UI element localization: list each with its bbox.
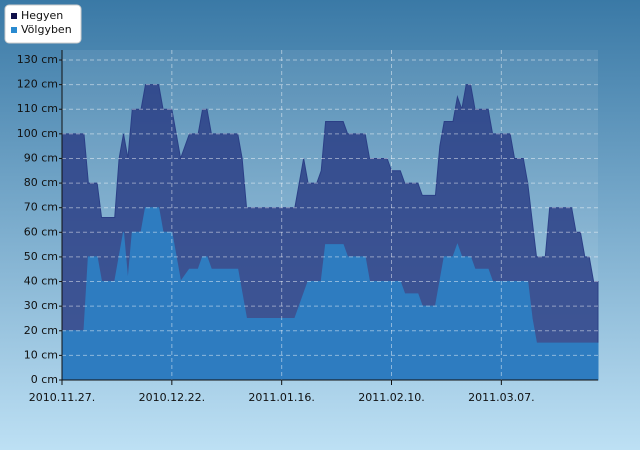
y-tick-label: 110 cm	[17, 102, 58, 115]
legend-swatch	[11, 27, 17, 33]
legend-label: Hegyen	[21, 9, 63, 22]
y-tick-label: 80 cm	[24, 176, 58, 189]
area	[61, 207, 599, 381]
y-tick-label: 50 cm	[24, 250, 58, 263]
x-tick-label: 2011.03.07.	[468, 391, 534, 404]
x-tick-label: 2010.11.27.	[29, 391, 95, 404]
y-tick-label: 100 cm	[17, 127, 58, 140]
legend-label: Völgyben	[21, 23, 72, 36]
y-tick-label: 10 cm	[24, 348, 58, 361]
x-tick-label: 2011.01.16.	[248, 391, 314, 404]
y-tick-label: 90 cm	[24, 151, 58, 164]
y-tick-label: 0 cm	[31, 373, 58, 386]
y-tick-label: 30 cm	[24, 299, 58, 312]
x-tick-label: 2010.12.22.	[139, 391, 205, 404]
legend-swatch	[11, 13, 17, 19]
y-tick-label: 40 cm	[24, 275, 58, 288]
y-tick-label: 60 cm	[24, 225, 58, 238]
x-tick-label: 2011.02.10.	[358, 391, 424, 404]
y-tick-label: 70 cm	[24, 201, 58, 214]
y-tick-label: 130 cm	[17, 53, 58, 66]
y-tick-label: 120 cm	[17, 78, 58, 91]
y-tick-label: 20 cm	[24, 324, 58, 337]
legend-box	[4, 4, 82, 44]
